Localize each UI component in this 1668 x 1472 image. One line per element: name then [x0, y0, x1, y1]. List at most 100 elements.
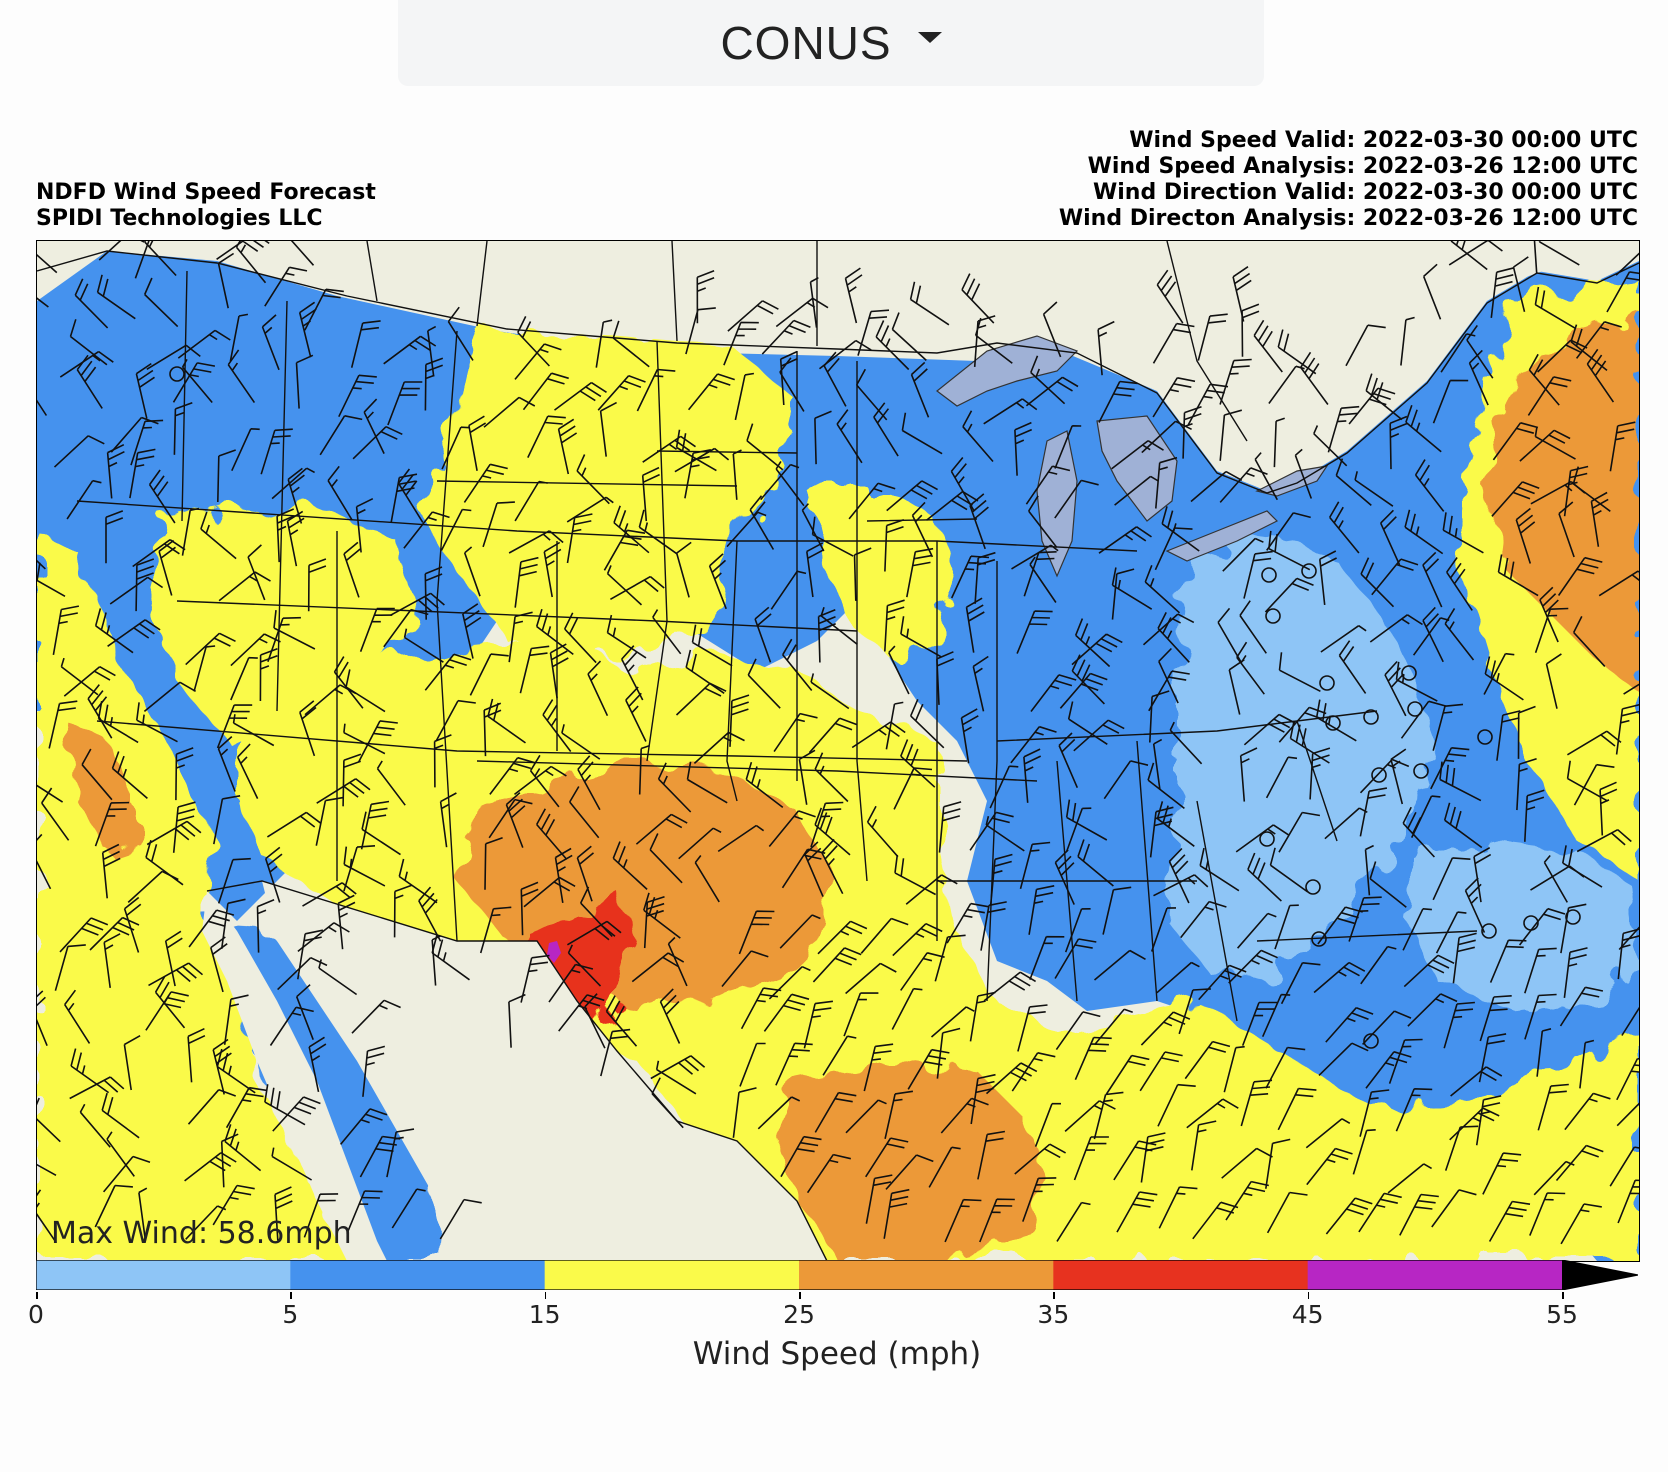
wind-barb — [1572, 616, 1606, 667]
wind-barb — [726, 511, 767, 548]
wind-barb — [109, 576, 164, 605]
wind-barb — [875, 320, 910, 371]
wind-barb — [1538, 241, 1580, 266]
wind-barb — [1354, 471, 1394, 507]
wind-barb — [808, 717, 857, 754]
wind-barb — [424, 357, 444, 411]
wind-barb — [845, 1099, 887, 1134]
wind-barb — [757, 1096, 801, 1130]
wind-barb — [1148, 670, 1190, 712]
wind-barb — [740, 987, 782, 1030]
wind-barb — [1621, 1006, 1639, 1036]
wind-barb — [1274, 904, 1299, 950]
wind-barb — [217, 857, 251, 904]
wind-barb — [938, 801, 962, 853]
border-canada-provinces — [366, 241, 1248, 442]
wind-barb — [900, 739, 936, 788]
wind-barb — [376, 760, 406, 806]
wind-barb — [884, 1090, 914, 1139]
wind-barb — [1240, 1079, 1273, 1127]
wind-barb — [123, 896, 142, 953]
wind-barb — [642, 435, 696, 463]
wind-barb — [684, 449, 712, 499]
wind-barb — [768, 810, 816, 848]
calm-marker — [1259, 831, 1275, 847]
wind-barb — [1241, 1001, 1277, 1046]
wind-barb — [145, 839, 184, 886]
wind-barb — [1073, 1136, 1109, 1181]
wind-barb — [1560, 1203, 1602, 1245]
wind-barb — [1325, 1006, 1374, 1043]
wind-barb — [1450, 241, 1488, 271]
wind-barb — [1483, 652, 1515, 695]
wind-barb — [685, 649, 725, 694]
wind-barb — [969, 991, 996, 1042]
wind-barb — [652, 609, 682, 655]
wind-barb — [974, 317, 1013, 364]
wind-barb — [514, 765, 567, 796]
wind-barb — [76, 354, 103, 409]
colorbar-tick-label: 0 — [28, 1300, 44, 1329]
map-title-line1: NDFD Wind Speed Forecast — [36, 180, 376, 205]
wind-barb — [175, 747, 194, 801]
wind-barb — [484, 836, 503, 890]
wind-barb — [1422, 606, 1444, 663]
wind-barb — [94, 608, 134, 654]
wind-barb — [514, 480, 548, 522]
calm-marker — [1523, 915, 1539, 931]
wind-barb — [508, 993, 526, 1048]
calm-marker — [1477, 729, 1493, 745]
wind-barb — [387, 381, 423, 426]
wind-barb — [1219, 467, 1268, 503]
wind-barb — [1071, 654, 1105, 705]
wind-barb — [1243, 550, 1273, 599]
wind-barb — [928, 1146, 961, 1188]
wind-barb — [721, 950, 769, 988]
wind-barb — [950, 456, 975, 512]
region-dropdown-label: CONUS — [720, 17, 892, 69]
wind-barb — [433, 734, 452, 788]
wind-barb — [508, 611, 533, 663]
calm-marker — [1319, 675, 1335, 691]
wind-barb — [435, 699, 476, 742]
wind-barb — [37, 833, 52, 890]
wind-barb — [1320, 625, 1367, 653]
wind-barb — [1617, 928, 1639, 980]
wind-barb — [1221, 1147, 1273, 1179]
wind-barb — [1300, 351, 1329, 405]
wind-barb — [1528, 353, 1560, 406]
wind-barb — [1022, 1177, 1057, 1222]
region-dropdown[interactable]: CONUS — [398, 0, 1264, 86]
wind-barb — [1313, 961, 1366, 994]
wind-barb — [1140, 1011, 1191, 1046]
wind-barb — [566, 920, 622, 946]
wind-barb — [96, 274, 136, 320]
wind-barb — [1448, 241, 1503, 266]
boundary-lines — [37, 241, 1639, 1261]
wind-barb — [1400, 700, 1447, 739]
wind-barb — [1359, 787, 1388, 837]
wind-barb — [37, 399, 48, 416]
wind-barb — [229, 313, 249, 362]
wind-barb — [1482, 1152, 1522, 1195]
wind-barb — [1219, 409, 1243, 461]
wind-barb — [145, 991, 189, 1031]
wind-barb — [185, 632, 236, 666]
wind-barb — [1563, 947, 1588, 998]
wind-barb — [650, 1055, 706, 1080]
wind-barb — [94, 1184, 133, 1228]
wind-barb — [1016, 610, 1053, 654]
wind-barb — [1524, 789, 1545, 842]
wind-barb — [1161, 506, 1200, 552]
wind-barb — [1534, 286, 1576, 329]
wind-barb — [855, 368, 888, 421]
wind-barb — [418, 886, 442, 942]
wind-barb — [946, 902, 989, 944]
colorbar-segment — [799, 1260, 1054, 1290]
wind-barb — [1403, 954, 1455, 988]
wind-barb — [1572, 466, 1611, 512]
wind-barb — [1152, 738, 1163, 790]
wind-barb — [558, 994, 605, 1032]
wind-barb — [1305, 1118, 1351, 1149]
wind-barb — [635, 813, 688, 845]
